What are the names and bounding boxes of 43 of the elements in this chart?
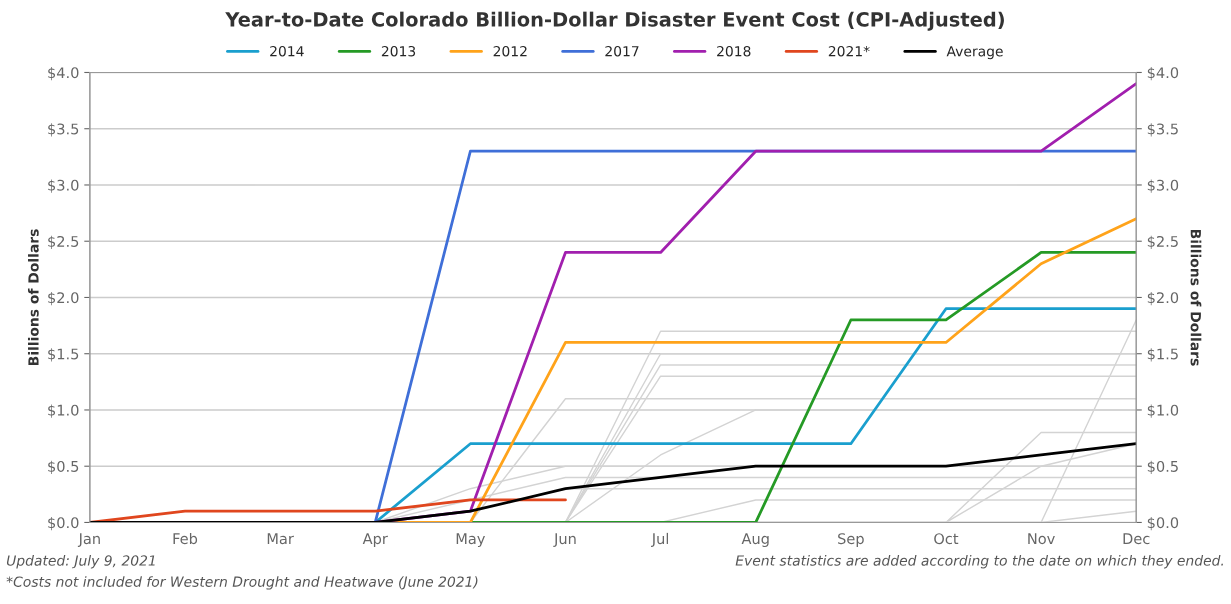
x-tick-label: Apr bbox=[362, 533, 388, 547]
legend-label: 2018 bbox=[717, 45, 751, 57]
y-tick-label: $3.5 bbox=[48, 123, 79, 137]
y2-tick-label: $4.0 bbox=[1147, 66, 1179, 81]
x-tick-label: Nov bbox=[1028, 533, 1055, 545]
y-tick-label: $0.5 bbox=[48, 460, 79, 474]
y-tick-label: $2.0 bbox=[48, 291, 79, 306]
x-tick-label: Oct bbox=[934, 533, 959, 545]
y2-tick-label: $1.5 bbox=[1147, 348, 1178, 362]
text: *Costs not included for Western Drought and Heatwave (June 2021) bbox=[6, 576, 478, 590]
y2-axis-title: Billions of Dollars bbox=[1190, 229, 1202, 366]
y2-tick-label: $2.5 bbox=[1147, 235, 1178, 249]
legend-label: 2021* bbox=[828, 45, 870, 57]
text: Updated: July 9, 2021 bbox=[6, 555, 155, 569]
x-tick-label: Mar bbox=[267, 533, 294, 545]
x-tick-label: Sep bbox=[838, 533, 864, 547]
y-axis-title: Billions of Dollars bbox=[27, 229, 39, 366]
legend-label: 2017 bbox=[605, 45, 639, 57]
y-tick-label: $4.0 bbox=[48, 66, 79, 81]
y2-tick-label: $3.5 bbox=[1147, 123, 1178, 137]
legend-label: Average bbox=[946, 46, 1003, 60]
y2-tick-label: $2.0 bbox=[1147, 291, 1179, 306]
y-tick-label: $1.5 bbox=[48, 348, 79, 362]
y2-tick-label: $1.0 bbox=[1147, 404, 1179, 418]
x-tick-label: Jul bbox=[651, 532, 669, 547]
x-tick-label: Jan bbox=[77, 533, 100, 547]
x-tick-label: May bbox=[456, 533, 485, 547]
y2-tick-label: $0.5 bbox=[1147, 460, 1178, 474]
x-tick-label: Feb bbox=[173, 532, 198, 545]
chart-title: Year-to-Date Colorado Billion-Dollar Disaster Event Cost (CPI-Adjusted) bbox=[225, 11, 1004, 31]
y-tick-label: $2.5 bbox=[48, 235, 79, 249]
y2-tick-label: $0.0 bbox=[1147, 516, 1179, 531]
legend-label: 2012 bbox=[493, 45, 527, 57]
text: Event statistics are added according to the date on which they ended. bbox=[735, 555, 1223, 569]
y-tick-label: $3.0 bbox=[48, 179, 79, 193]
x-tick-label: Aug bbox=[741, 533, 769, 547]
x-tick-label: Jun bbox=[553, 533, 576, 547]
x-tick-label: Dec bbox=[1123, 533, 1150, 545]
y2-tick-label: $3.0 bbox=[1147, 179, 1179, 193]
legend-label: 2014 bbox=[270, 45, 304, 57]
legend-label: 2013 bbox=[381, 45, 416, 57]
y-tick-label: $1.0 bbox=[48, 404, 79, 418]
y-tick-label: $0.0 bbox=[48, 516, 79, 531]
